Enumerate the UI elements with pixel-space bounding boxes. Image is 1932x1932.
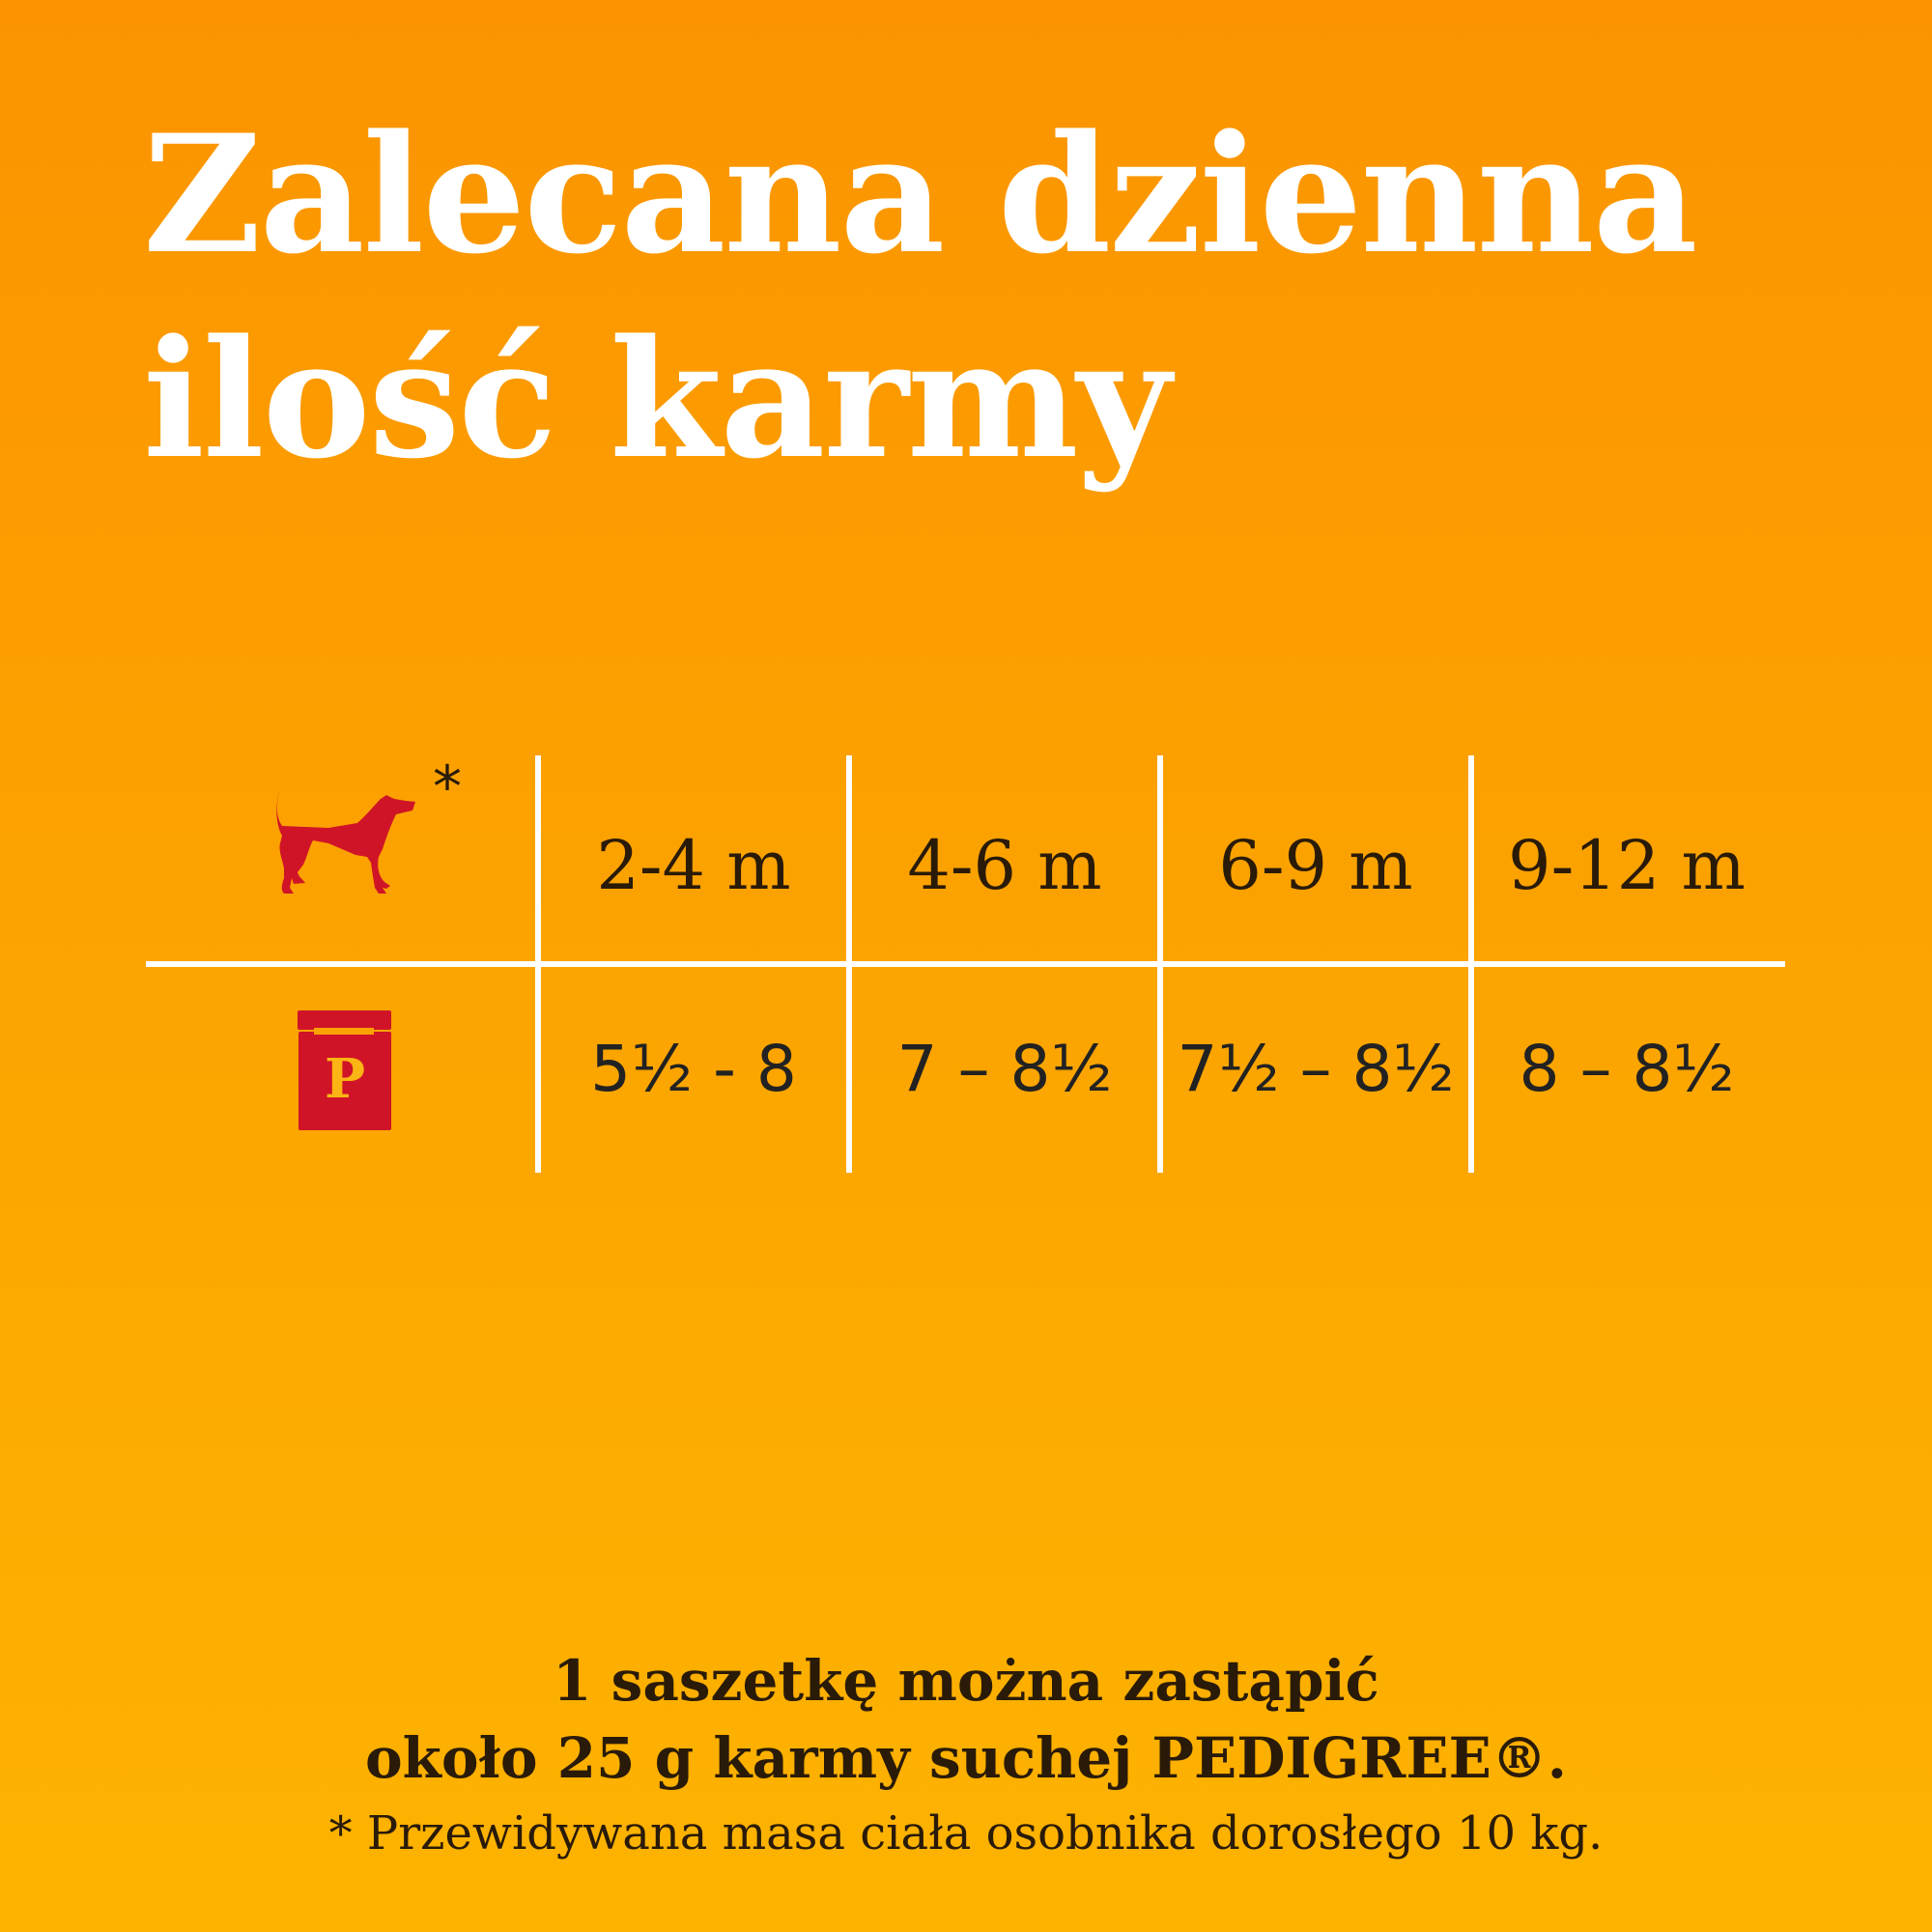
page-title: Zalecana dzienna ilość karmy (143, 92, 1698, 501)
pouch-count: 7 – 8½ (896, 1032, 1113, 1106)
replacement-note-line-1: 1 saszetkę można zastąpić (553, 1648, 1379, 1714)
row-divider (146, 961, 1785, 967)
pouch-letter: P (325, 1047, 365, 1111)
age-header: 2-4 m (596, 826, 791, 905)
age-header: 4-6 m (907, 826, 1102, 905)
age-header: 6-9 m (1218, 826, 1413, 905)
age-header: 9-12 m (1508, 826, 1746, 905)
replacement-note: 1 saszetkę można zastąpić około 25 g kar… (0, 1642, 1932, 1797)
asterisk: * (433, 753, 462, 821)
dog-icon (276, 789, 415, 894)
pouch-count: 8 – 8½ (1519, 1032, 1735, 1106)
pouch-count: 7½ – 8½ (1177, 1032, 1455, 1106)
title-line-1: Zalecana dzienna (143, 99, 1698, 290)
pouch-count: 5½ - 8 (590, 1032, 797, 1106)
pedigree-pouch-icon: P (298, 1010, 391, 1130)
footnote: * Przewidywana masa ciała osobnika doros… (328, 1806, 1604, 1861)
title-line-2: ilość karmy (143, 303, 1171, 495)
replacement-note-line-2: około 25 g karmy suchej PEDIGREE®. (365, 1725, 1567, 1791)
